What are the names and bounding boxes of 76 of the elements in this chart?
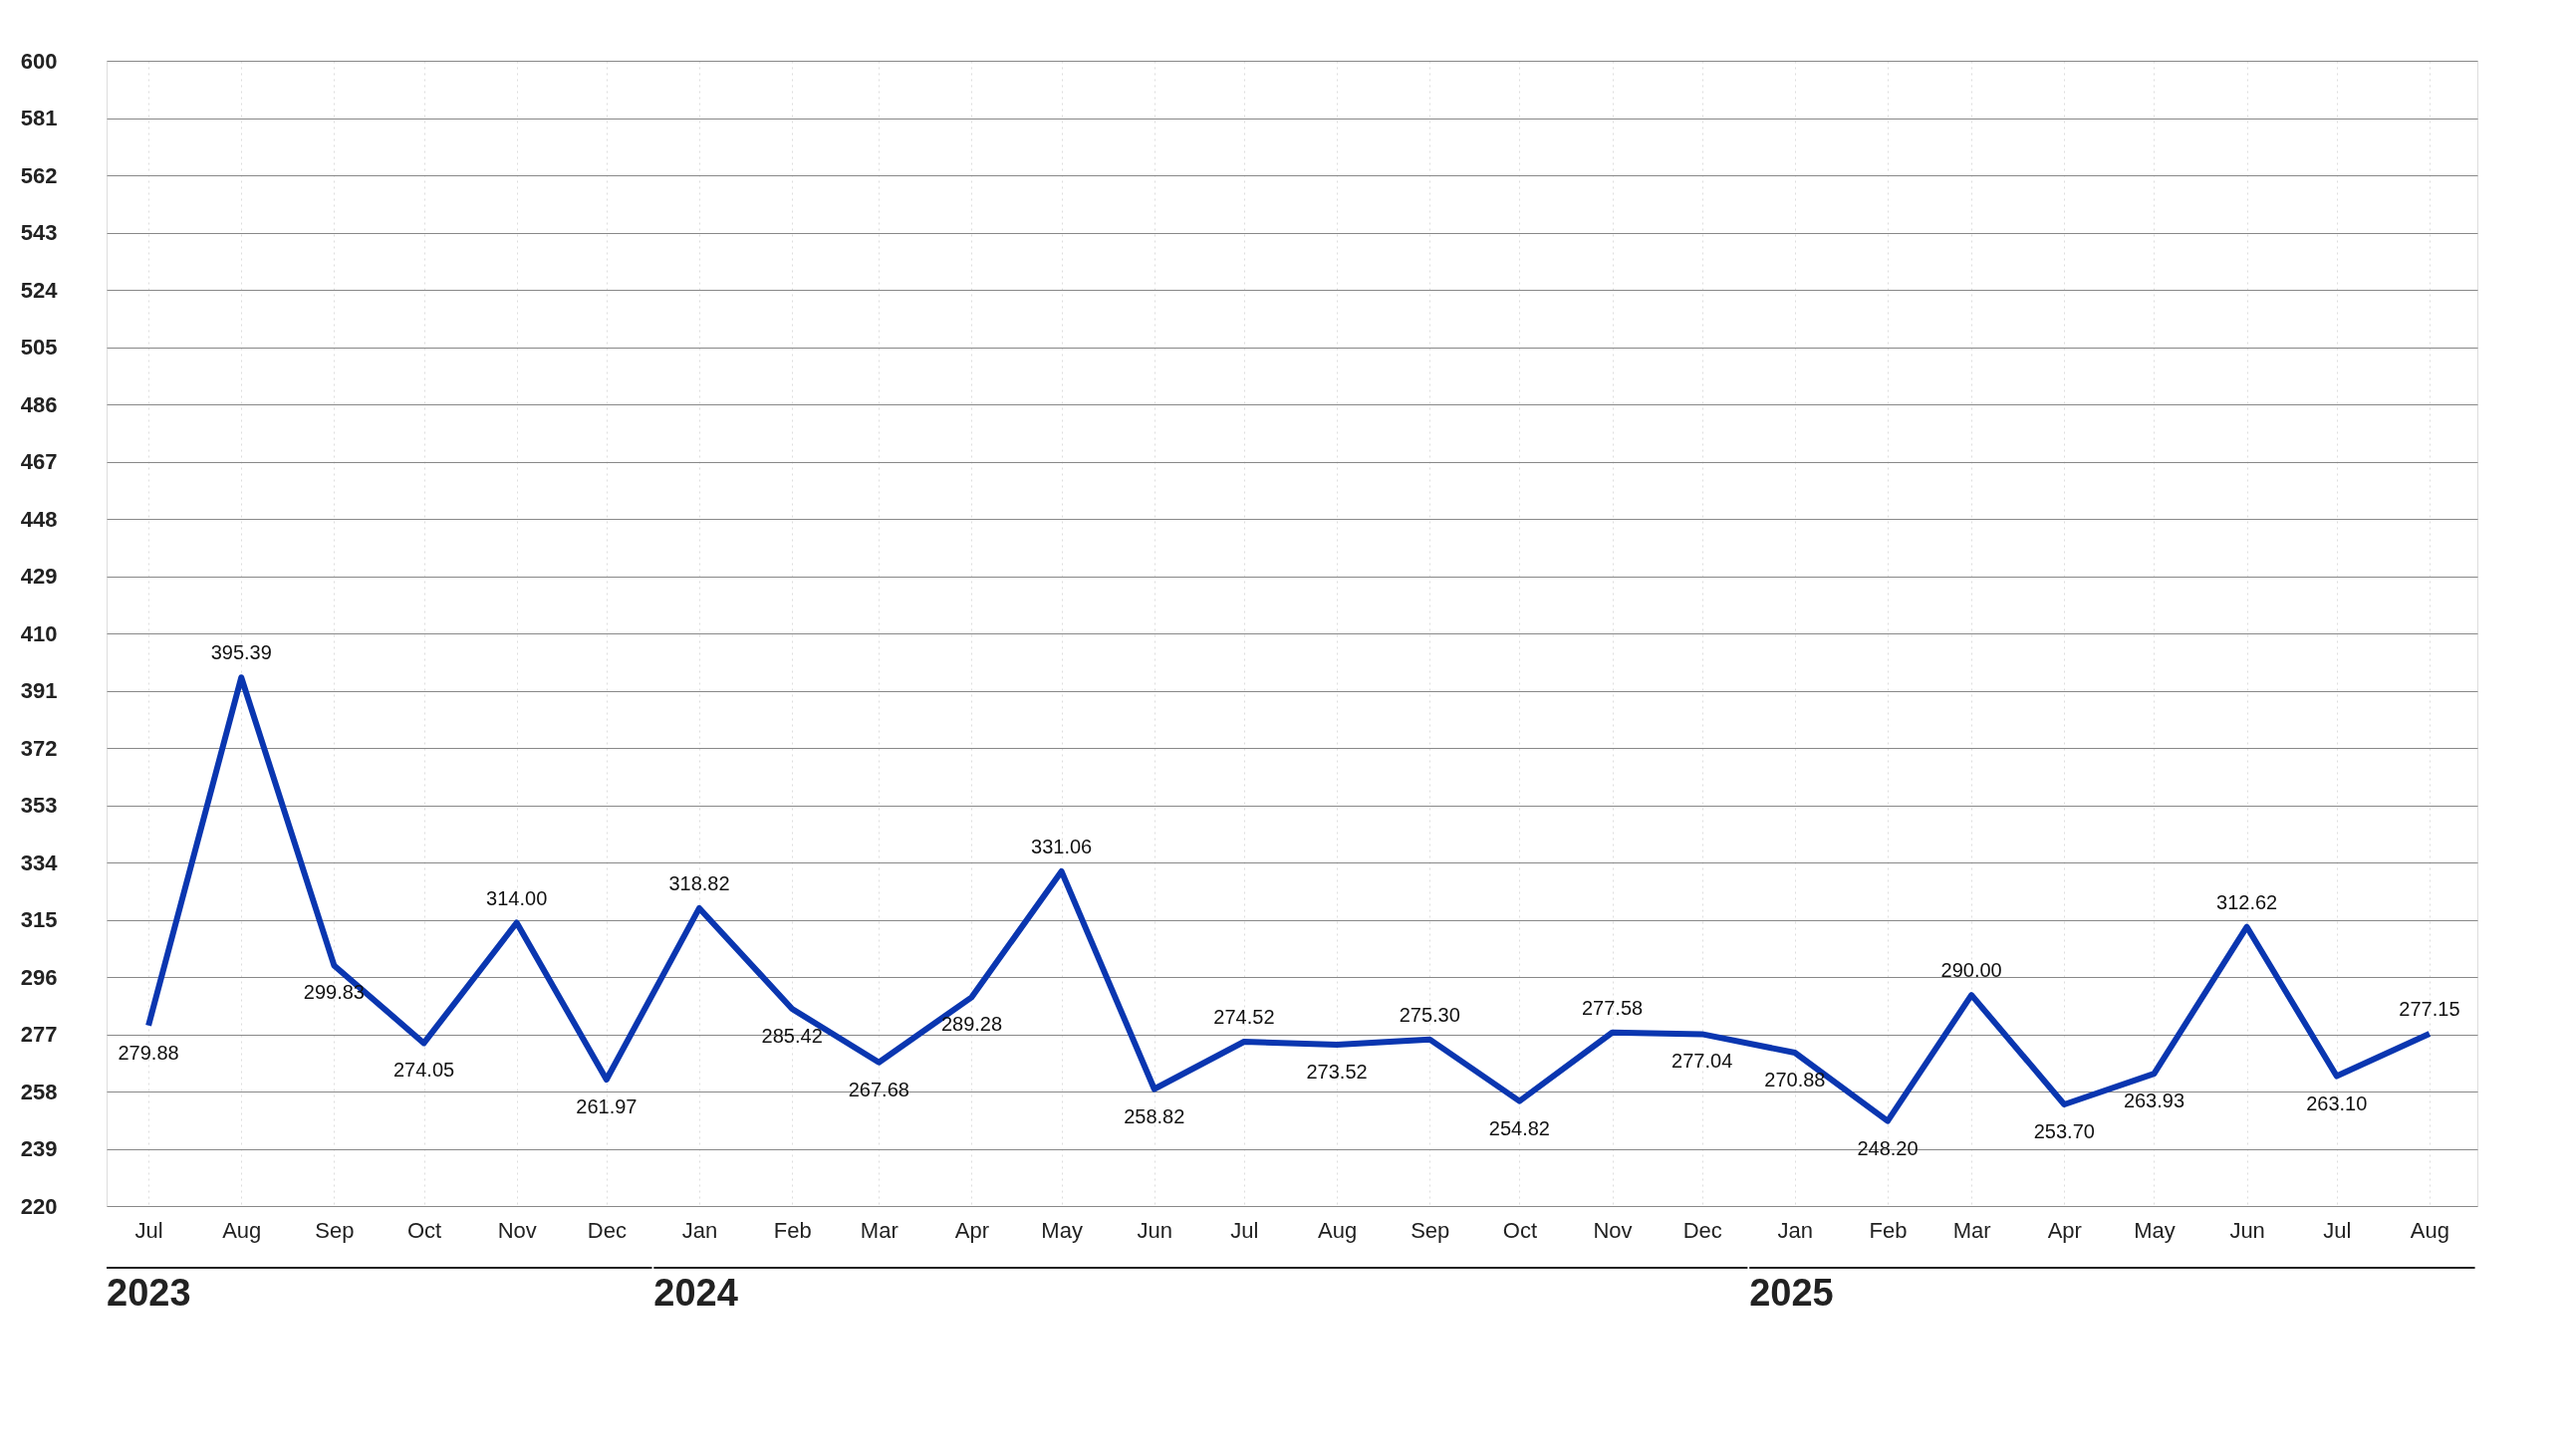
x-tick-label: Nov bbox=[497, 1217, 537, 1243]
x-tick-label: Sep bbox=[1411, 1217, 1450, 1243]
data-label: 314.00 bbox=[486, 886, 548, 909]
y-tick-label: 543 bbox=[20, 220, 58, 245]
data-label: 277.58 bbox=[1581, 996, 1644, 1019]
data-label: 270.88 bbox=[1764, 1069, 1826, 1092]
x-tick-label: Jan bbox=[681, 1217, 718, 1243]
data-label: 289.28 bbox=[940, 1013, 1003, 1036]
x-tick-label: Mar bbox=[860, 1217, 898, 1243]
data-label: 275.30 bbox=[1399, 1003, 1460, 1026]
x-tick-label: Jun bbox=[1137, 1217, 1173, 1243]
y-tick-label: 581 bbox=[20, 106, 58, 130]
data-label: 277.15 bbox=[2399, 998, 2460, 1021]
y-tick-label: 505 bbox=[20, 335, 58, 360]
x-tick-label: Jul bbox=[2323, 1217, 2352, 1243]
x-tick-label: May bbox=[1041, 1217, 1083, 1243]
y-tick-label: 486 bbox=[20, 391, 58, 417]
y-tick-label: 239 bbox=[20, 1136, 58, 1161]
x-tick-label: Jul bbox=[1230, 1217, 1259, 1243]
text: 2025 bbox=[1749, 1272, 1834, 1314]
data-label: 318.82 bbox=[668, 871, 730, 894]
x-tick-label: Apr bbox=[954, 1217, 990, 1243]
data-label: 263.10 bbox=[2306, 1092, 2368, 1114]
data-label: 299.83 bbox=[303, 981, 365, 1004]
data-label: 263.93 bbox=[2123, 1090, 2185, 1112]
x-tick-label: Aug bbox=[222, 1217, 262, 1243]
y-tick-label: 410 bbox=[20, 620, 58, 646]
data-label: 253.70 bbox=[2033, 1120, 2095, 1143]
y-tick-label: 277 bbox=[20, 1022, 58, 1047]
data-label: 279.88 bbox=[118, 1041, 179, 1064]
data-label: 248.20 bbox=[1857, 1136, 1919, 1159]
data-label: 277.04 bbox=[1671, 1050, 1733, 1073]
x-tick-label: Dec bbox=[1682, 1217, 1722, 1243]
y-tick-label: 524 bbox=[20, 277, 59, 303]
data-label: 267.68 bbox=[848, 1078, 909, 1100]
data-label: 254.82 bbox=[1488, 1116, 1550, 1139]
data-label: 395.39 bbox=[210, 641, 272, 664]
text: 2024 bbox=[653, 1272, 738, 1314]
y-tick-label: 448 bbox=[20, 506, 58, 532]
data-label: 285.42 bbox=[761, 1025, 823, 1048]
data-label: 290.00 bbox=[1940, 959, 2002, 982]
y-tick-label: 315 bbox=[20, 907, 58, 932]
x-tick-label: Nov bbox=[1593, 1217, 1633, 1243]
x-tick-label: May bbox=[2134, 1217, 2176, 1243]
data-label: 258.82 bbox=[1124, 1104, 1185, 1127]
data-label: 274.52 bbox=[1213, 1006, 1275, 1029]
y-tick-label: 334 bbox=[20, 849, 59, 875]
x-tick-label: Aug bbox=[1318, 1217, 1358, 1243]
x-tick-label: Mar bbox=[1952, 1217, 1991, 1243]
data-label: 312.62 bbox=[2216, 890, 2278, 913]
x-tick-label: Sep bbox=[315, 1217, 355, 1243]
x-tick-label: Aug bbox=[2410, 1217, 2449, 1243]
data-label: 261.97 bbox=[576, 1094, 638, 1117]
x-tick-label: Feb bbox=[1869, 1217, 1908, 1243]
x-tick-label: Jul bbox=[134, 1217, 163, 1243]
y-tick-label: 296 bbox=[20, 964, 58, 990]
y-tick-label: 467 bbox=[20, 449, 58, 474]
y-tick-label: 372 bbox=[20, 735, 58, 761]
y-tick-label: 429 bbox=[20, 564, 58, 589]
x-tick-label: Oct bbox=[1502, 1217, 1537, 1243]
data-label: 273.52 bbox=[1306, 1061, 1368, 1084]
y-tick-label: 562 bbox=[20, 162, 58, 188]
x-tick-label: Jan bbox=[1777, 1217, 1814, 1243]
y-tick-label: 600 bbox=[20, 48, 58, 74]
y-tick-label: 353 bbox=[20, 793, 58, 818]
x-tick-label: Feb bbox=[773, 1217, 812, 1243]
x-tick-label: Oct bbox=[406, 1217, 442, 1243]
text: 2023 bbox=[107, 1272, 191, 1314]
data-label: 331.06 bbox=[1031, 835, 1093, 857]
x-tick-label: Jun bbox=[2229, 1217, 2265, 1243]
x-tick-label: Dec bbox=[587, 1217, 627, 1243]
y-tick-label: 258 bbox=[20, 1079, 58, 1104]
data-label: 274.05 bbox=[392, 1059, 455, 1082]
y-tick-label: 220 bbox=[20, 1193, 58, 1219]
y-tick-label: 391 bbox=[20, 678, 58, 703]
x-tick-label: Apr bbox=[2047, 1217, 2082, 1243]
